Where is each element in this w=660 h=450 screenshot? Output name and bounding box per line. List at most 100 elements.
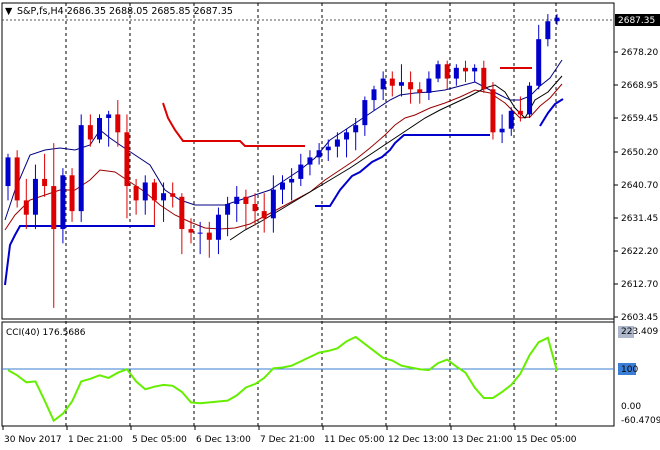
current-price-label: 2687.35 — [618, 16, 655, 26]
candle — [435, 60, 441, 83]
candle — [133, 178, 139, 215]
cci-tick-label: 0.00 — [621, 402, 641, 412]
candles-group — [5, 14, 560, 308]
cci-axis: 223.409 100 0.00 -60.4709 — [621, 327, 660, 426]
candle — [51, 143, 57, 308]
price-axis: 2678.20 2668.95 2659.45 2650.20 2640.70 2631.… — [614, 48, 658, 323]
candle — [234, 186, 240, 222]
price-tick-label: 2622.20 — [621, 247, 658, 257]
time-tick-label: 6 Dec 13:00 — [196, 435, 251, 445]
candle — [353, 117, 359, 151]
candle — [334, 132, 340, 158]
candle — [32, 164, 38, 230]
time-tick-label: 30 Nov 2017 — [4, 435, 62, 445]
candle — [508, 107, 514, 136]
cci-tick-label: 223.409 — [621, 327, 658, 337]
candle — [371, 85, 377, 111]
candle — [151, 178, 157, 226]
candle — [170, 182, 176, 208]
cci-label: CCI(40) 176.5686 — [6, 328, 86, 338]
candle — [87, 114, 93, 147]
time-tick-label: 12 Dec 13:00 — [388, 435, 449, 445]
period-separators — [65, 3, 557, 426]
support-level-blue-3 — [539, 98, 564, 127]
candle — [472, 64, 478, 83]
candle — [5, 153, 11, 201]
candle — [142, 175, 148, 215]
price-tick-label: 2668.95 — [621, 81, 658, 91]
candle — [380, 71, 386, 101]
candle — [398, 64, 404, 97]
time-tick-label: 13 Dec 21:00 — [452, 435, 513, 445]
candle — [362, 96, 368, 136]
candle — [554, 14, 560, 25]
price-tick-label: 2659.45 — [621, 114, 658, 124]
candle — [106, 110, 112, 147]
candle — [215, 207, 221, 255]
candle — [499, 114, 505, 144]
time-tick-label: 11 Dec 05:00 — [324, 435, 385, 445]
candle — [188, 218, 194, 244]
chart-header: S&P,fs,H4 2686.35 2688.05 2685.85 2687.3… — [17, 6, 233, 17]
candle — [298, 153, 304, 187]
candle — [14, 150, 20, 208]
time-tick-label: 15 Dec 05:00 — [516, 435, 577, 445]
cci-panel-frame — [1, 321, 615, 427]
time-tick-label: 5 Dec 05:00 — [132, 435, 187, 445]
cci-100-tag — [618, 363, 636, 375]
candle — [69, 168, 75, 222]
resistance-level-red — [162, 102, 305, 147]
candle — [426, 71, 432, 101]
price-tick-label: 2650.20 — [621, 148, 658, 158]
candle — [270, 175, 276, 233]
candle — [78, 114, 84, 222]
candle — [97, 114, 102, 144]
candle — [115, 100, 121, 147]
cci-value-tag — [618, 326, 634, 338]
candle — [316, 143, 322, 165]
candle — [42, 153, 48, 197]
collapse-arrow-icon[interactable]: ▼ — [5, 6, 13, 17]
time-axis: 30 Nov 2017 1 Dec 21:00 5 Dec 05:00 6 Dec 1… — [2, 426, 577, 445]
price-tick-label: 2640.70 — [621, 181, 658, 191]
cci-line — [7, 335, 558, 423]
candle — [408, 71, 414, 104]
current-price-tag — [615, 14, 660, 26]
candle — [463, 60, 468, 83]
candle — [527, 82, 533, 118]
candle — [225, 196, 231, 237]
candle — [206, 221, 212, 258]
candle — [243, 189, 249, 230]
candle — [23, 178, 29, 230]
cci-tick-label: -60.4709 — [621, 416, 660, 426]
candle — [417, 82, 423, 104]
candle — [453, 64, 459, 86]
price-tick-label: 2612.70 — [621, 280, 658, 290]
candle — [280, 175, 285, 204]
candle — [60, 168, 66, 244]
candle — [481, 60, 487, 93]
candle — [389, 71, 395, 97]
price-tick-label: 2603.45 — [621, 313, 658, 323]
candle — [444, 60, 450, 90]
time-tick-label: 1 Dec 21:00 — [68, 435, 123, 445]
price-tick-label: 2678.20 — [621, 48, 658, 58]
time-tick-label: 7 Dec 21:00 — [260, 435, 315, 445]
candle — [307, 150, 313, 176]
cci-tick-label: 100 — [621, 365, 638, 375]
candle — [545, 14, 551, 47]
moving-average-black — [229, 75, 563, 241]
candle — [289, 168, 295, 201]
support-level-blue-2 — [315, 134, 490, 207]
candle — [197, 221, 203, 255]
candle — [252, 193, 258, 226]
candle — [161, 182, 167, 222]
candle — [536, 24, 542, 90]
candle — [325, 139, 331, 161]
candle — [124, 114, 130, 219]
candle — [261, 193, 267, 233]
candle — [490, 82, 496, 140]
candle — [517, 96, 523, 122]
candle — [344, 128, 350, 158]
